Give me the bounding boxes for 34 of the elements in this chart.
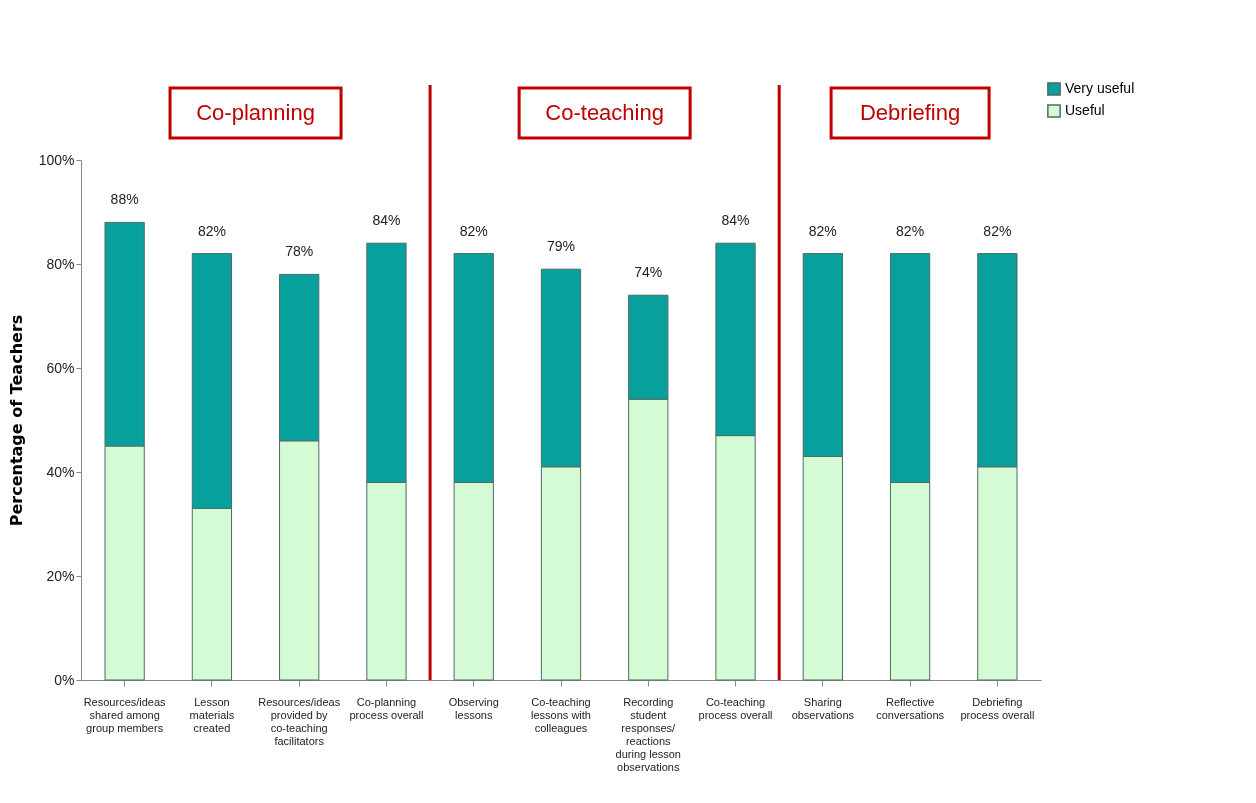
x-tick-label: Resources/ideas shared among group members <box>83 695 167 734</box>
total-label: 74% <box>634 264 663 281</box>
y-tick-label: 60% <box>46 359 75 376</box>
text: Co-planning <box>196 100 315 125</box>
total-label: 79% <box>546 238 576 255</box>
y-tick-label: 100% <box>38 151 75 168</box>
total-label: 82% <box>197 222 226 239</box>
total-label: 88% <box>110 191 139 208</box>
total-label: 82% <box>808 222 837 239</box>
total-label: 84% <box>721 212 750 229</box>
x-tick-label: Resources/ideas provided by co-teaching facilitators <box>258 695 341 747</box>
x-tick-label: Lesson materials created <box>189 695 235 734</box>
legend-label: Very useful <box>1065 80 1135 96</box>
y-tick-label: 20% <box>46 567 75 584</box>
x-tick-label: Recording student responses/reactions during lesson observations <box>615 695 681 773</box>
x-tick-label: Co-planning process overall <box>349 695 424 721</box>
x-tick-label: Debriefing process overall <box>960 695 1035 721</box>
total-label: 82% <box>983 222 1012 239</box>
text: Debriefing <box>859 100 961 125</box>
x-tick-label: Co-teaching process overall <box>698 695 773 721</box>
y-axis-title: Percentage of Teachers <box>6 314 26 527</box>
legend-label: Useful <box>1065 102 1105 118</box>
x-tick-label: Observing lessons <box>448 695 499 721</box>
x-tick-label: Co-teaching lessons with colleagues <box>531 695 591 734</box>
x-tick-label: Sharing observations <box>791 695 855 721</box>
y-tick-label: 40% <box>46 463 75 480</box>
total-label: 82% <box>459 222 488 239</box>
y-tick-label: 0% <box>54 671 75 688</box>
total-label: 82% <box>896 222 925 239</box>
y-tick-label: 80% <box>46 255 75 272</box>
total-label: 78% <box>285 243 314 260</box>
x-tick-label: Reflective conversations <box>876 695 945 721</box>
text: Co-teaching <box>545 100 664 125</box>
total-label: 84% <box>372 212 401 229</box>
